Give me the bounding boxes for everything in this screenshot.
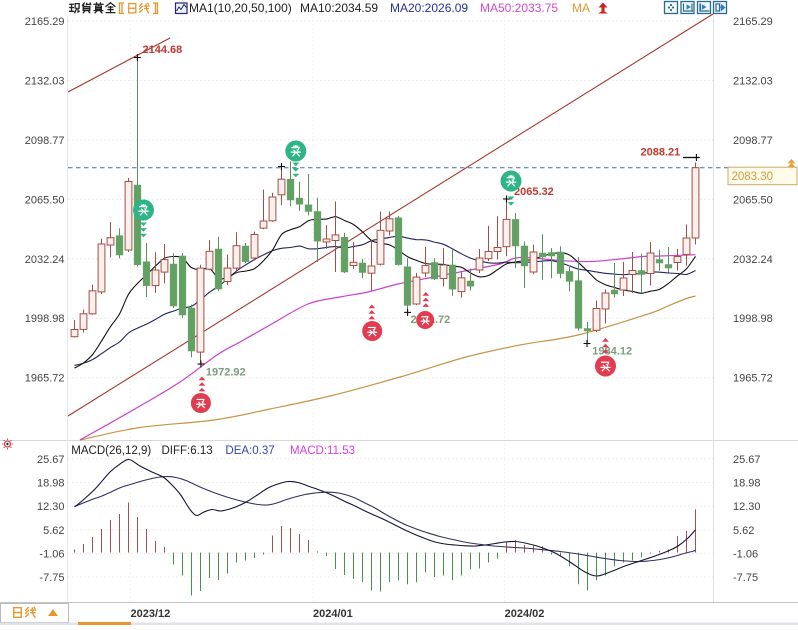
svg-text:25.67: 25.67 xyxy=(733,454,761,466)
svg-text:-7.75: -7.75 xyxy=(733,572,758,584)
svg-text:12.30: 12.30 xyxy=(37,501,65,513)
svg-text:DEA:0.37: DEA:0.37 xyxy=(225,445,274,457)
svg-text:MA: MA xyxy=(572,1,590,15)
svg-text:2032.24: 2032.24 xyxy=(733,254,773,266)
svg-text:2065.50: 2065.50 xyxy=(25,194,65,206)
svg-text:2083.30: 2083.30 xyxy=(732,171,774,183)
svg-text:-1.06: -1.06 xyxy=(39,548,64,560)
svg-text:5.62: 5.62 xyxy=(733,525,754,537)
svg-text:2098.77: 2098.77 xyxy=(25,135,65,147)
svg-text:2065.50: 2065.50 xyxy=(733,194,773,206)
svg-text:MA50:2033.75: MA50:2033.75 xyxy=(480,1,558,15)
svg-text:DIFF:6.13: DIFF:6.13 xyxy=(162,445,213,457)
svg-text:1965.72: 1965.72 xyxy=(733,373,773,385)
svg-text:-7.75: -7.75 xyxy=(39,572,64,584)
svg-text:1998.98: 1998.98 xyxy=(25,313,65,325)
svg-text:MACD:11.53: MACD:11.53 xyxy=(290,445,355,457)
svg-text:2023/12: 2023/12 xyxy=(131,608,171,620)
svg-text:18.98: 18.98 xyxy=(733,478,761,490)
svg-text:1972.92: 1972.92 xyxy=(206,367,246,379)
svg-text:2024/02: 2024/02 xyxy=(505,608,545,620)
svg-text:2065.32: 2065.32 xyxy=(514,186,554,198)
svg-text:MA1(10,20,50,100): MA1(10,20,50,100) xyxy=(189,1,292,15)
svg-text:MA10:2034.59: MA10:2034.59 xyxy=(300,1,378,15)
svg-text:2088.21: 2088.21 xyxy=(641,147,681,159)
svg-text:2032.24: 2032.24 xyxy=(25,254,65,266)
svg-text:2024/01: 2024/01 xyxy=(313,608,353,620)
svg-text:-1.06: -1.06 xyxy=(733,548,758,560)
svg-text:2132.03: 2132.03 xyxy=(25,75,65,87)
svg-text:1965.72: 1965.72 xyxy=(25,373,65,385)
svg-text:2098.77: 2098.77 xyxy=(733,135,773,147)
svg-text:MA20:2026.09: MA20:2026.09 xyxy=(390,1,468,15)
svg-text:2144.68: 2144.68 xyxy=(143,44,183,56)
svg-text:12.30: 12.30 xyxy=(733,501,761,513)
svg-text:5.62: 5.62 xyxy=(43,525,64,537)
svg-text:25.67: 25.67 xyxy=(37,454,65,466)
svg-text:1998.98: 1998.98 xyxy=(733,313,773,325)
svg-text:2132.03: 2132.03 xyxy=(733,75,773,87)
svg-text:MACD(26,12,9): MACD(26,12,9) xyxy=(71,445,151,457)
svg-text:1984.12: 1984.12 xyxy=(592,346,632,358)
svg-text:2165.29: 2165.29 xyxy=(733,16,773,28)
svg-text:18.98: 18.98 xyxy=(37,478,65,490)
svg-text:2165.29: 2165.29 xyxy=(25,16,65,28)
